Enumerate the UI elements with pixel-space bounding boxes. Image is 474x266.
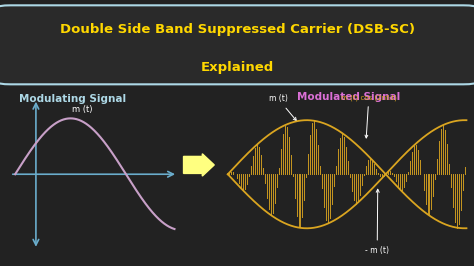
FancyArrow shape — [183, 154, 214, 176]
Text: m (t): m (t) — [269, 94, 296, 120]
Text: m (t) cos (2nf₀t): m (t) cos (2nf₀t) — [341, 95, 397, 138]
Text: Modulating Signal: Modulating Signal — [19, 94, 126, 104]
Text: m (t): m (t) — [73, 105, 93, 114]
Text: - m (t): - m (t) — [365, 189, 389, 255]
Text: Explained: Explained — [201, 61, 273, 74]
Text: Modulated Signal: Modulated Signal — [297, 92, 400, 102]
FancyBboxPatch shape — [0, 5, 474, 84]
Text: Double Side Band Suppressed Carrier (DSB-SC): Double Side Band Suppressed Carrier (DSB… — [60, 23, 414, 36]
